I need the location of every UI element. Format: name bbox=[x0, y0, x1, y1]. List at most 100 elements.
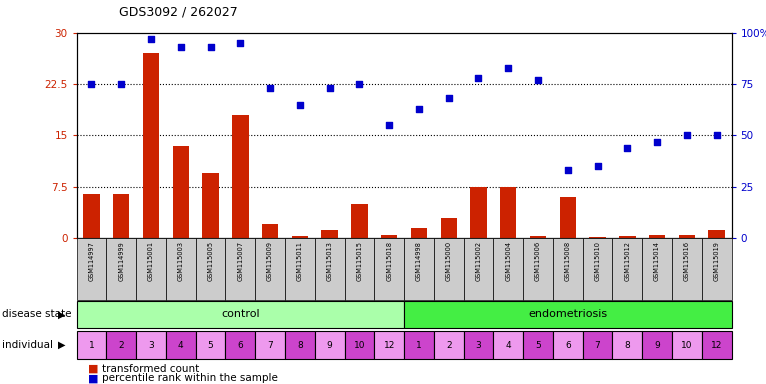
Bar bbox=[679, 235, 695, 238]
Text: ▶: ▶ bbox=[57, 310, 65, 319]
Bar bbox=[166, 238, 195, 300]
Point bbox=[115, 81, 127, 87]
Text: GSM115000: GSM115000 bbox=[446, 241, 452, 281]
Bar bbox=[404, 301, 732, 328]
Point bbox=[413, 106, 425, 112]
Text: 10: 10 bbox=[681, 341, 692, 350]
Bar bbox=[470, 187, 486, 238]
Text: 1: 1 bbox=[416, 341, 422, 350]
Bar bbox=[292, 236, 308, 238]
Bar bbox=[83, 194, 100, 238]
Bar bbox=[440, 217, 457, 238]
Point bbox=[621, 145, 633, 151]
Bar bbox=[285, 238, 315, 300]
Bar bbox=[523, 331, 553, 359]
Text: ■: ■ bbox=[88, 364, 99, 374]
Text: 12: 12 bbox=[711, 341, 722, 350]
Text: GSM115007: GSM115007 bbox=[237, 241, 244, 281]
Bar bbox=[136, 238, 166, 300]
Point bbox=[711, 132, 723, 139]
Text: 10: 10 bbox=[354, 341, 365, 350]
Bar bbox=[500, 187, 516, 238]
Text: 8: 8 bbox=[624, 341, 630, 350]
Point bbox=[651, 139, 663, 145]
Bar bbox=[672, 331, 702, 359]
Bar bbox=[613, 331, 642, 359]
Bar bbox=[404, 238, 434, 300]
Text: 3: 3 bbox=[148, 341, 154, 350]
Bar bbox=[106, 331, 136, 359]
Point bbox=[473, 75, 485, 81]
Text: 3: 3 bbox=[476, 341, 481, 350]
Text: GSM114998: GSM114998 bbox=[416, 241, 422, 281]
Bar bbox=[322, 230, 338, 238]
Text: control: control bbox=[221, 310, 260, 319]
Bar bbox=[619, 236, 636, 238]
Bar bbox=[77, 331, 106, 359]
Text: 8: 8 bbox=[297, 341, 303, 350]
Bar bbox=[583, 238, 613, 300]
Point bbox=[561, 167, 574, 173]
Bar bbox=[113, 194, 129, 238]
Text: 12: 12 bbox=[384, 341, 394, 350]
Text: GSM115018: GSM115018 bbox=[386, 241, 392, 281]
Bar bbox=[195, 238, 225, 300]
Point bbox=[323, 85, 336, 91]
Text: 6: 6 bbox=[237, 341, 244, 350]
Bar bbox=[77, 238, 106, 300]
Text: 4: 4 bbox=[506, 341, 511, 350]
Text: GSM114999: GSM114999 bbox=[118, 241, 124, 281]
Text: ▶: ▶ bbox=[57, 340, 65, 350]
Text: 4: 4 bbox=[178, 341, 184, 350]
Bar bbox=[345, 331, 375, 359]
Text: GSM115011: GSM115011 bbox=[297, 241, 303, 281]
Point bbox=[85, 81, 97, 87]
Bar bbox=[345, 238, 375, 300]
Text: 1: 1 bbox=[89, 341, 94, 350]
Text: 9: 9 bbox=[327, 341, 332, 350]
Text: transformed count: transformed count bbox=[102, 364, 199, 374]
Bar bbox=[672, 238, 702, 300]
Bar bbox=[411, 228, 427, 238]
Point bbox=[383, 122, 395, 128]
Text: GSM115012: GSM115012 bbox=[624, 241, 630, 281]
Bar bbox=[232, 115, 248, 238]
Text: GSM115002: GSM115002 bbox=[476, 241, 482, 281]
Point bbox=[175, 44, 187, 50]
Text: GSM115016: GSM115016 bbox=[684, 241, 690, 281]
Bar bbox=[375, 238, 404, 300]
Bar bbox=[553, 331, 583, 359]
Text: GSM115010: GSM115010 bbox=[594, 241, 601, 281]
Point bbox=[293, 101, 306, 108]
Bar bbox=[381, 235, 398, 238]
Text: 5: 5 bbox=[208, 341, 214, 350]
Bar bbox=[106, 238, 136, 300]
Point bbox=[205, 44, 217, 50]
Bar bbox=[434, 238, 463, 300]
Point bbox=[443, 95, 455, 101]
Bar bbox=[613, 238, 642, 300]
Bar bbox=[202, 173, 219, 238]
Bar bbox=[375, 331, 404, 359]
Bar bbox=[642, 331, 672, 359]
Bar bbox=[493, 331, 523, 359]
Bar bbox=[352, 204, 368, 238]
Bar bbox=[404, 331, 434, 359]
Bar bbox=[255, 331, 285, 359]
Bar bbox=[142, 53, 159, 238]
Text: GSM115013: GSM115013 bbox=[326, 241, 332, 281]
Bar bbox=[285, 331, 315, 359]
Text: endometriosis: endometriosis bbox=[529, 310, 607, 319]
Text: GSM115015: GSM115015 bbox=[356, 241, 362, 281]
Point bbox=[591, 163, 604, 169]
Bar bbox=[195, 331, 225, 359]
Text: 9: 9 bbox=[654, 341, 660, 350]
Text: 5: 5 bbox=[535, 341, 541, 350]
Bar bbox=[166, 331, 195, 359]
Bar bbox=[262, 224, 278, 238]
Text: GSM115008: GSM115008 bbox=[565, 241, 571, 281]
Point bbox=[532, 77, 544, 83]
Bar bbox=[553, 238, 583, 300]
Text: GSM115014: GSM115014 bbox=[654, 241, 660, 281]
Bar bbox=[463, 238, 493, 300]
